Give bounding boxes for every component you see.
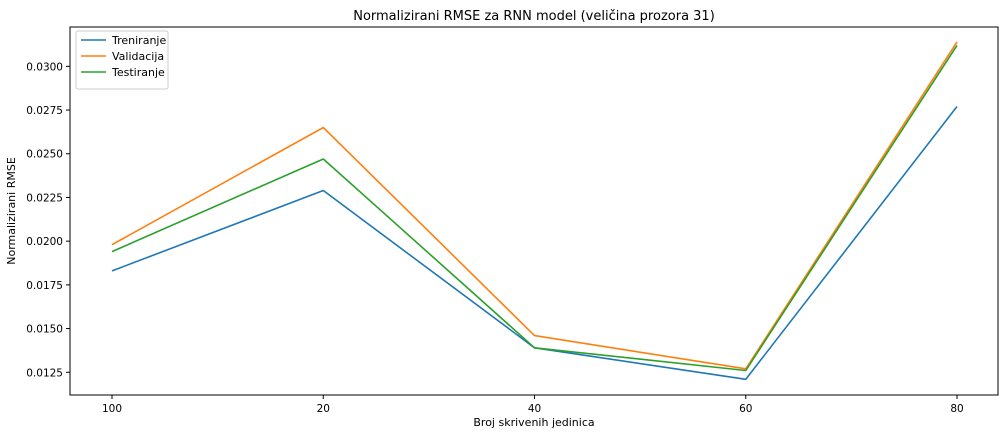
x-tick-label: 60: [739, 403, 752, 415]
legend-label: Treniranje: [111, 34, 166, 47]
y-tick-label: 0.0200: [26, 236, 63, 248]
y-tick-label: 0.0250: [26, 149, 63, 161]
x-axis-label: Broj skrivenih jedinica: [473, 416, 594, 429]
chart-title: Normalizirani RMSE za RNN model (veličin…: [353, 9, 715, 24]
legend-box: [75, 30, 169, 90]
x-tick-label: 80: [950, 403, 963, 415]
y-tick-label: 0.0300: [26, 61, 63, 73]
x-tick-label: 100: [102, 403, 122, 415]
legend-label: Validacija: [112, 50, 164, 63]
y-tick-label: 0.0125: [26, 367, 63, 379]
y-tick-label: 0.0275: [26, 105, 63, 117]
y-axis-label: Normalizirani RMSE: [5, 157, 18, 265]
legend: Treniranje Validacija Testiranje: [75, 30, 169, 90]
x-tick-label: 20: [317, 403, 330, 415]
y-tick-label: 0.0175: [26, 280, 63, 292]
plot-area: 100 20 40 60 80 0.0125 0.0150 0.0175 0.0200 0.022…: [26, 26, 999, 415]
legend-label: Testiranje: [111, 66, 165, 79]
y-tick-label: 0.0225: [26, 192, 63, 204]
x-tick-label: 40: [528, 403, 541, 415]
series-line-testiranje: [111, 44, 958, 372]
series-line-validacija: [111, 41, 958, 370]
y-tick-label: 0.0150: [26, 324, 63, 336]
